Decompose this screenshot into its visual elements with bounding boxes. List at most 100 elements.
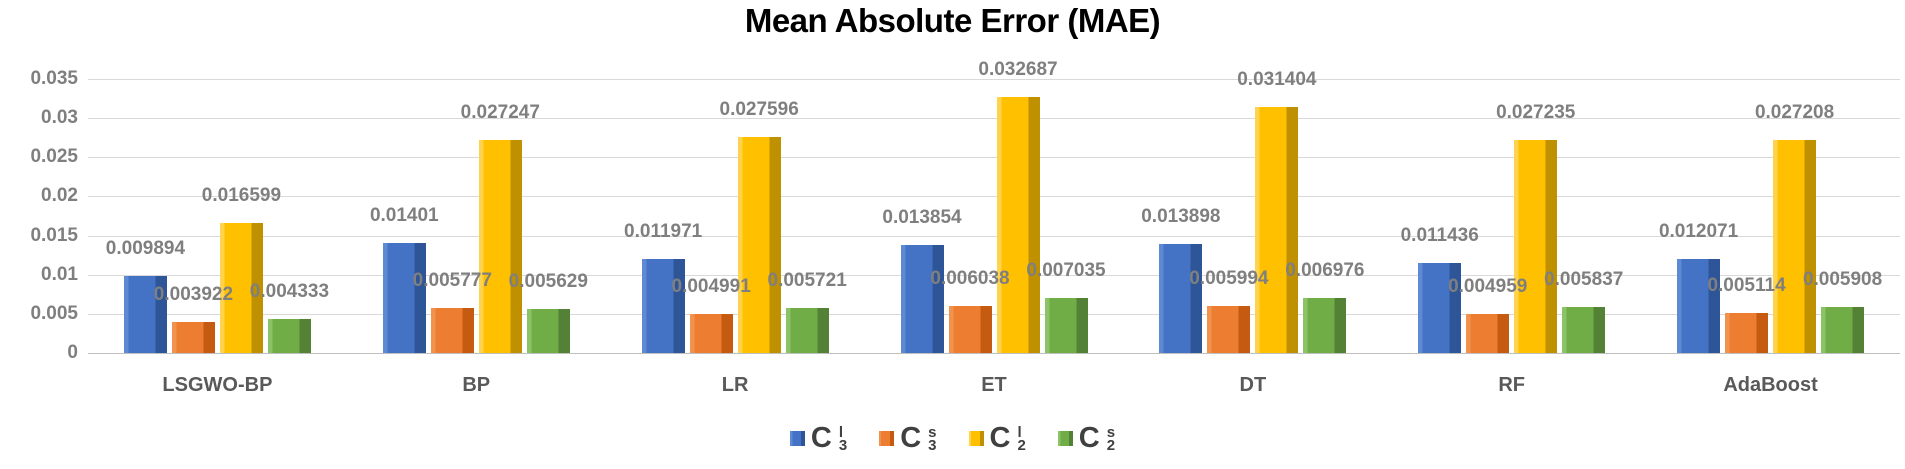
y-tick-label: 0.02: [41, 185, 78, 207]
chart-title: Mean Absolute Error (MAE): [744, 2, 1161, 39]
y-tick-label: 0.015: [30, 224, 78, 246]
bar-C3l-DT: [1159, 244, 1203, 353]
bar-C3l-LSGWO-BP: [123, 275, 167, 353]
bar-C2s-ET: [1044, 297, 1088, 353]
legend-subscript: 2: [1106, 436, 1116, 454]
gridline: [88, 118, 1900, 120]
legend-superscript: s: [1106, 423, 1116, 441]
gridline: [88, 196, 1900, 198]
bar-C2s-LR: [785, 308, 829, 353]
category-label: DT: [1239, 374, 1267, 396]
legend-superscript: s: [928, 423, 937, 441]
bar-C3s-AdaBoost: [1725, 312, 1769, 353]
bar-label: 0.01401: [369, 205, 439, 227]
bar-C2l-LR: [737, 136, 781, 353]
bar-C2l-AdaBoost: [1773, 140, 1817, 353]
bar-label: 0.031404: [1237, 69, 1317, 91]
bar-label: 0.003922: [153, 284, 234, 306]
bar-C3s-LR: [689, 313, 733, 353]
y-tick-label: 0.005: [30, 302, 78, 324]
bar-C3s-ET: [948, 305, 992, 353]
bar-C3s-LSGWO-BP: [171, 322, 215, 353]
bar-label: 0.004959: [1448, 276, 1528, 298]
bar-label: 0.005837: [1544, 269, 1624, 291]
bar-label: 0.006976: [1285, 260, 1365, 282]
y-tick-label: 0: [67, 342, 78, 363]
bar-label: 0.009894: [105, 237, 186, 259]
bar-C3l-ET: [900, 244, 944, 353]
bar-C2s-LSGWO-BP: [267, 319, 311, 353]
legend-subscript: 3: [928, 436, 937, 454]
bar-label: 0.011971: [624, 221, 703, 243]
bar-C2s-AdaBoost: [1821, 306, 1865, 353]
bar-C2l-RF: [1514, 139, 1558, 353]
bar-C3l-LR: [641, 259, 685, 353]
bar-label: 0.005629: [508, 270, 588, 292]
bar-label: 0.007035: [1026, 259, 1106, 281]
category-label: LR: [721, 374, 749, 396]
bar-label: 0.013854: [882, 206, 962, 228]
legend-swatch: [789, 431, 805, 446]
gridline: [88, 274, 1900, 276]
bar-C2l-ET: [996, 97, 1040, 353]
bar-label: 0.027596: [719, 98, 799, 120]
bar-C3s-RF: [1466, 314, 1510, 353]
category-label: AdaBoost: [1723, 374, 1818, 396]
bar-label: 0.027208: [1754, 102, 1835, 123]
legend-label: C: [900, 422, 922, 454]
legend-label: C: [810, 422, 832, 454]
y-tick-label: 0.035: [30, 68, 78, 89]
bar-label: 0.032687: [978, 59, 1058, 81]
bar-label: 0.006038: [930, 267, 1010, 289]
legend-superscript: l: [1017, 423, 1022, 441]
y-tick-label: 0.025: [30, 146, 78, 168]
legend-swatch: [968, 431, 984, 446]
bar-C3l-RF: [1418, 263, 1462, 353]
legend-swatch: [879, 431, 895, 446]
bar-label: 0.012071: [1658, 220, 1739, 242]
bar-label: 0.016599: [201, 185, 282, 207]
bar-C2s-BP: [526, 308, 570, 353]
legend-label: C: [1078, 422, 1100, 454]
bar-C2s-DT: [1303, 298, 1347, 353]
gridline: [88, 313, 1900, 315]
bar-C3s-DT: [1207, 306, 1251, 353]
category-label: RF: [1498, 374, 1526, 396]
bar-label: 0.027235: [1496, 101, 1576, 123]
bar-C2l-BP: [478, 139, 522, 353]
bar-C2l-LSGWO-BP: [219, 223, 263, 353]
category-label: ET: [981, 374, 1007, 396]
bar-label: 0.005777: [412, 269, 492, 291]
bar-C3s-BP: [430, 307, 474, 353]
gridline: [88, 79, 1900, 80]
category-label: LSGWO-BP: [162, 374, 273, 396]
category-label: BP: [462, 374, 491, 396]
legend-subscript: 3: [838, 436, 848, 454]
gridline: [88, 235, 1900, 237]
bar-label: 0.005114: [1707, 274, 1786, 296]
bar-C3l-BP: [382, 243, 426, 353]
bar-C3l-AdaBoost: [1677, 258, 1721, 353]
bar-label: 0.013898: [1141, 206, 1221, 228]
bar-label: 0.004333: [249, 281, 330, 303]
legend-superscript: l: [838, 423, 844, 441]
gridline: [88, 157, 1900, 159]
bar-label: 0.005994: [1189, 268, 1269, 290]
legend-swatch: [1057, 431, 1073, 446]
legend-label: C: [989, 422, 1011, 454]
bar-C2l-DT: [1255, 107, 1299, 353]
bar-label: 0.027247: [460, 101, 540, 123]
y-tick-label: 0.01: [41, 263, 78, 285]
x-axis-line: [88, 353, 1900, 354]
bar-label: 0.011436: [1400, 225, 1479, 247]
y-tick-label: 0.03: [41, 107, 78, 129]
